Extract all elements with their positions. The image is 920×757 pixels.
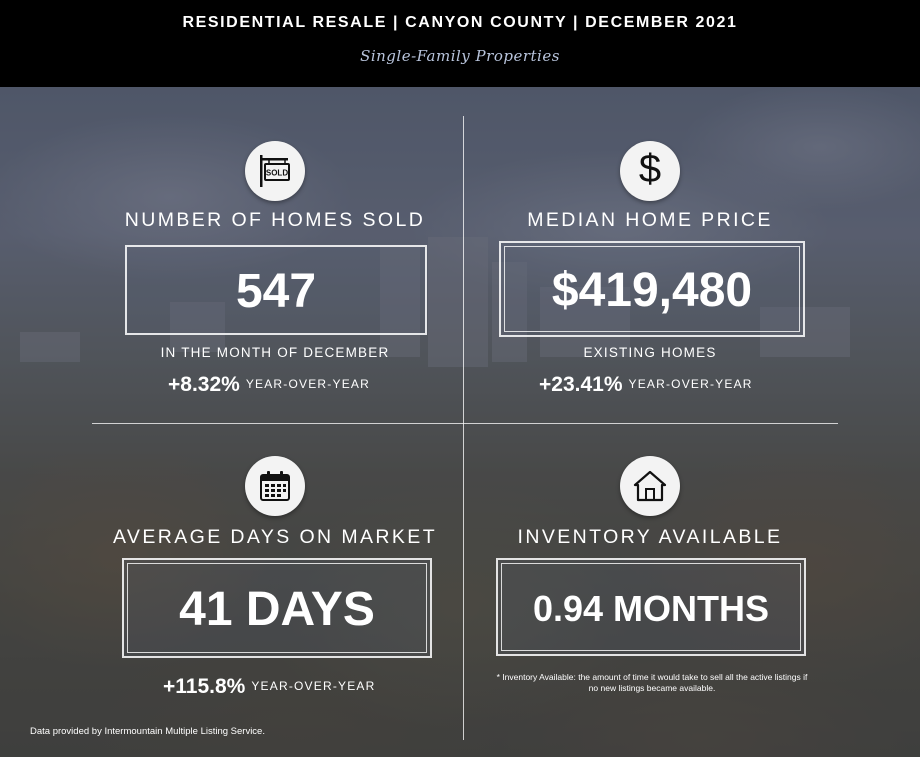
calendar-icon: [245, 456, 305, 516]
median-price-yoy: +23.41% YEAR-OVER-YEAR: [539, 373, 753, 397]
page-subtitle: Single-Family Properties: [360, 47, 560, 65]
inventory-footnote: * Inventory Available: the amount of tim…: [496, 672, 808, 693]
days-on-market-box: 41 DAYS: [122, 558, 432, 658]
header-bar: RESIDENTIAL RESALE | CANYON COUNTY | DEC…: [0, 0, 920, 87]
days-on-market-label: AVERAGE DAYS ON MARKET: [112, 526, 438, 548]
median-price-change-label: YEAR-OVER-YEAR: [628, 377, 753, 391]
median-price-subtext: EXISTING HOMES: [583, 345, 717, 360]
homes-sold-yoy: +8.32% YEAR-OVER-YEAR: [168, 373, 370, 397]
inventory-label: INVENTORY AVAILABLE: [517, 526, 783, 548]
homes-sold-change: +8.32%: [168, 373, 240, 396]
inventory-value: 0.94 MONTHS: [532, 588, 770, 629]
homes-sold-box: 547: [125, 245, 427, 335]
vertical-divider: [463, 116, 464, 740]
days-on-market-value: 41 DAYS: [179, 583, 375, 636]
data-source-footer: Data provided by Intermountain Multiple …: [30, 726, 265, 737]
dollar-glyph: $: [638, 147, 662, 191]
house-icon: [620, 456, 680, 516]
sold-sign-icon: SOLD: [245, 141, 305, 201]
page-title: RESIDENTIAL RESALE | CANYON COUNTY | DEC…: [182, 14, 738, 31]
sold-sign-text: SOLD: [266, 169, 288, 178]
homes-sold-label: NUMBER OF HOMES SOLD: [124, 209, 426, 231]
homes-sold-change-label: YEAR-OVER-YEAR: [245, 377, 370, 391]
city-background-photo: [0, 87, 920, 757]
median-price-label: MEDIAN HOME PRICE: [527, 209, 773, 231]
inventory-box: 0.94 MONTHS: [496, 558, 806, 656]
dollar-icon: $: [620, 141, 680, 201]
days-on-market-yoy: +115.8% YEAR-OVER-YEAR: [163, 675, 376, 699]
median-price-change: +23.41%: [539, 373, 623, 396]
days-on-market-change-label: YEAR-OVER-YEAR: [251, 679, 376, 693]
median-price-value: $419,480: [551, 264, 753, 317]
horizontal-divider: [92, 423, 838, 424]
median-price-box: $419,480: [499, 241, 805, 337]
homes-sold-subtext: IN THE MONTH OF DECEMBER: [160, 345, 390, 360]
days-on-market-change: +115.8%: [163, 675, 246, 698]
homes-sold-value: 547: [235, 265, 317, 318]
